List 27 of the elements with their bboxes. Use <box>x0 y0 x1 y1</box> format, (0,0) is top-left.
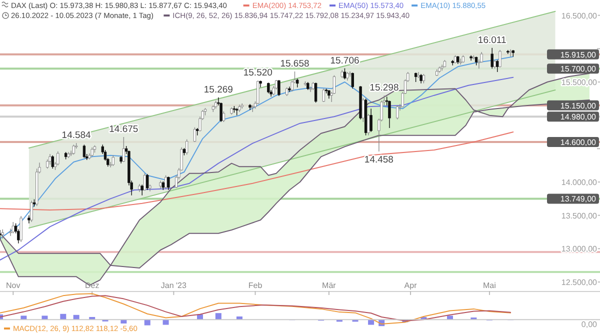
x-tick-label: Nov <box>6 281 20 290</box>
x-tick-label: Jan '23 <box>160 281 188 290</box>
ref-line-label: 15.150,00 <box>560 101 597 110</box>
annotation: 16.011 <box>478 34 506 46</box>
y-tick-label: 16.500,00 <box>561 11 598 20</box>
x-tick-label: Apr <box>404 281 418 290</box>
y-tick-label: 13.500,00 <box>561 211 598 220</box>
annotation: 14.675 <box>109 124 138 135</box>
ref-line-label: 14.600,00 <box>560 138 597 147</box>
annotation: 15.658 <box>280 58 310 70</box>
annotation: 0,00 <box>581 320 598 329</box>
ref-line-label: 14.980,00 <box>560 112 597 122</box>
ref-line-label: 13.749,00 <box>560 194 597 204</box>
annotation: 15.706 <box>330 55 360 66</box>
x-tick-label: Mär <box>322 281 336 290</box>
annotation: 14.458 <box>364 154 394 166</box>
ref-line-label: 15.700,00 <box>560 64 597 74</box>
x-tick-label: Feb <box>248 281 263 290</box>
annotation: 15.269 <box>204 84 233 96</box>
x-tick-label: Dez <box>84 281 100 290</box>
ref-line-label: 15.915,00 <box>560 50 597 60</box>
y-tick-label: 15.500,00 <box>561 78 598 87</box>
x-tick-label: Mai <box>483 281 496 290</box>
annotation: 15.298 <box>370 82 399 94</box>
y-tick-label: 14.000,00 <box>561 178 598 187</box>
annotation: 15.520 <box>243 68 272 79</box>
y-tick-label: 12.500,00 <box>561 278 598 287</box>
